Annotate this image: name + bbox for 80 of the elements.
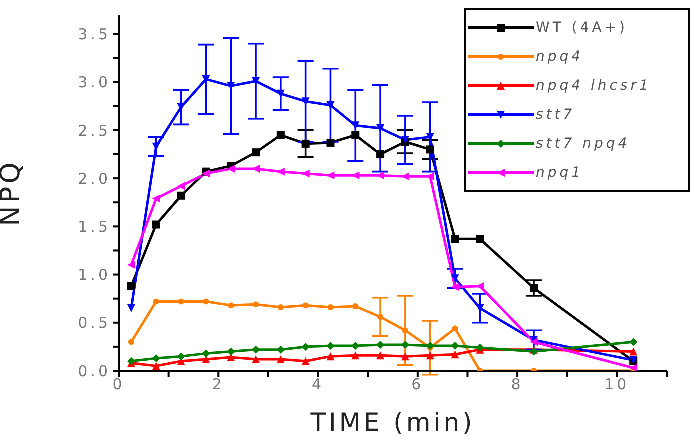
point <box>178 298 184 305</box>
x-tick-label: 0 <box>112 376 126 394</box>
point <box>152 194 160 203</box>
point <box>451 274 460 283</box>
point <box>426 352 434 360</box>
point <box>152 220 160 229</box>
y-tick-label: 1.0 <box>78 266 111 284</box>
point <box>630 338 638 346</box>
point <box>326 352 335 361</box>
y-tick-label: 1.5 <box>78 218 111 236</box>
point <box>402 328 408 334</box>
x-tick-label: 10 <box>604 376 630 394</box>
legend-label: stt7 <box>536 106 576 122</box>
point <box>302 302 309 309</box>
y-tick-label: 2.0 <box>78 170 111 188</box>
point <box>452 326 458 332</box>
y-tick-label: 3.0 <box>78 74 111 92</box>
point <box>203 298 210 305</box>
point <box>476 235 484 244</box>
point <box>352 304 359 310</box>
point <box>227 354 236 362</box>
point <box>153 298 160 305</box>
legend-label: WT (4A+) <box>536 20 628 36</box>
point <box>128 339 134 346</box>
point <box>302 342 310 351</box>
point <box>302 357 310 366</box>
x-tick-label: 2 <box>212 376 225 394</box>
y-tick-label: 0.0 <box>78 362 111 380</box>
point <box>177 192 186 200</box>
x-axis-title: TIME (min) <box>310 408 476 437</box>
point <box>328 304 334 310</box>
point <box>127 304 136 312</box>
point <box>152 354 160 362</box>
point <box>252 355 260 364</box>
point <box>326 342 335 350</box>
point <box>227 348 236 356</box>
point <box>630 364 638 371</box>
point <box>352 131 360 140</box>
point <box>326 138 335 147</box>
point <box>252 148 260 157</box>
point <box>302 140 310 148</box>
point <box>276 346 285 354</box>
point <box>177 182 186 190</box>
point <box>228 302 234 309</box>
point <box>376 150 385 159</box>
legend-label: npq4 lhcsr1 <box>536 78 652 94</box>
legend-label: npq4 <box>536 48 584 64</box>
point <box>202 350 210 358</box>
legend-label: stt7 npq4 <box>536 136 630 152</box>
point <box>177 352 186 361</box>
point <box>378 314 384 320</box>
point <box>401 352 410 361</box>
point <box>376 352 385 360</box>
point <box>252 77 260 86</box>
point <box>127 261 136 270</box>
point <box>451 283 460 292</box>
x-tick-label: 8 <box>511 376 524 394</box>
point <box>227 164 236 173</box>
point <box>352 352 360 360</box>
point <box>252 346 260 354</box>
point <box>426 146 434 154</box>
point <box>451 350 460 359</box>
point <box>530 284 538 292</box>
y-tick-label: 2.5 <box>78 122 111 140</box>
point <box>630 348 638 356</box>
point <box>352 342 360 350</box>
legend-label: npq1 <box>536 164 584 180</box>
point <box>127 282 136 290</box>
point <box>276 131 285 140</box>
point <box>152 362 160 370</box>
y-tick-label: 3.5 <box>78 26 111 44</box>
point <box>451 342 460 350</box>
point <box>253 302 259 308</box>
x-tick-label: 6 <box>412 376 424 394</box>
point <box>276 355 285 364</box>
x-tick-label: 4 <box>312 376 325 394</box>
point <box>278 304 284 310</box>
point <box>426 342 434 350</box>
y-tick-label: 0.5 <box>78 314 111 332</box>
point <box>451 235 460 244</box>
